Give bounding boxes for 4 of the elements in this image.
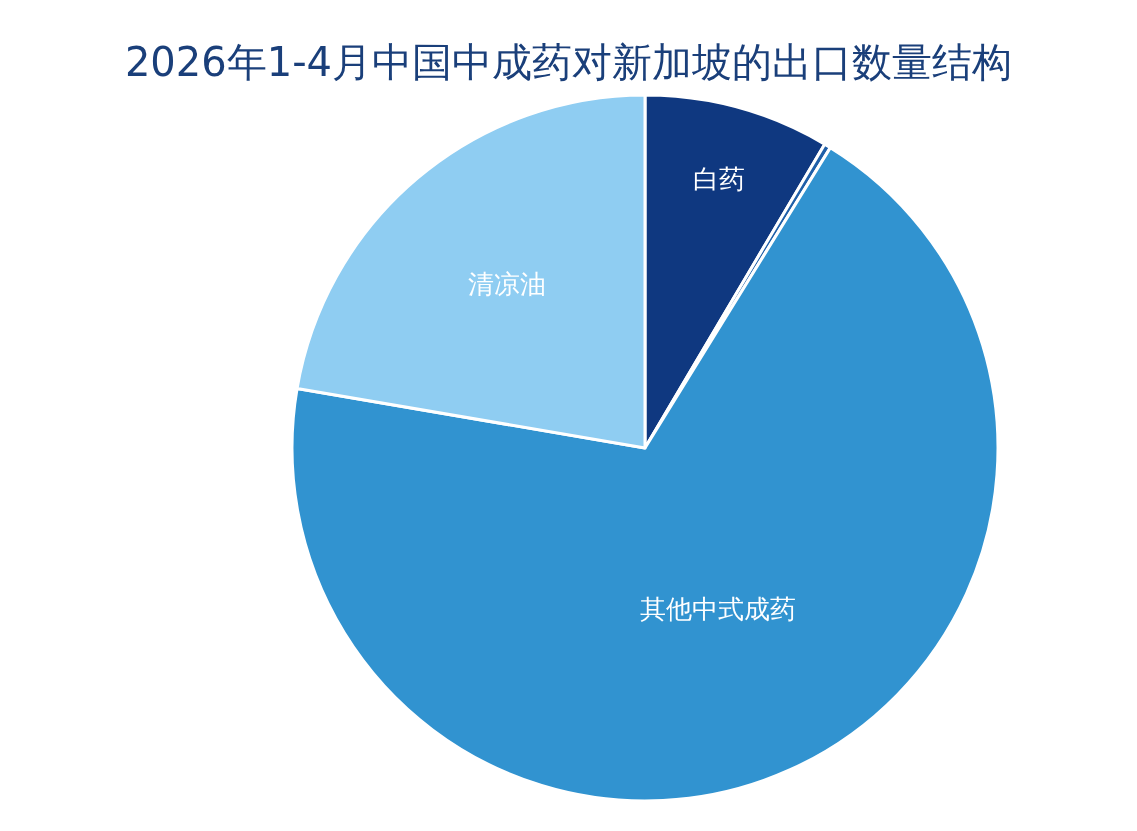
- chart-title: 2026年1-4月中国中成药对新加坡的出口数量结构: [124, 39, 1013, 85]
- slice-label: 白药: [692, 163, 745, 194]
- slice-label: 清凉油: [467, 268, 546, 299]
- slice-label: 其他中式成药: [639, 593, 796, 624]
